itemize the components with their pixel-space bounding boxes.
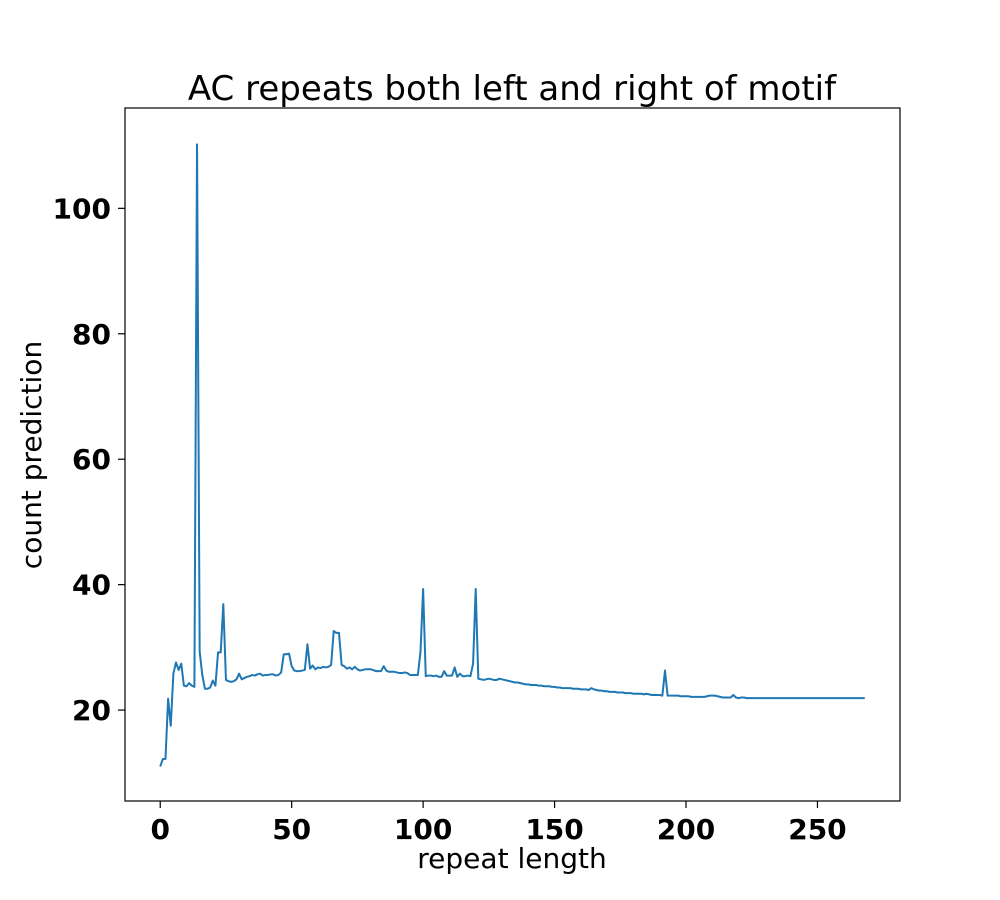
y-tick-label: 80: [72, 318, 111, 351]
x-tick-label: 250: [788, 813, 846, 846]
y-axis-label: count prediction: [15, 341, 48, 569]
y-axis-ticks: 20 40 60 80 100: [53, 192, 125, 727]
series-line: [159, 143, 865, 767]
axes-frame: [124, 107, 901, 802]
y-tick-label: 40: [72, 569, 111, 602]
x-tick-label: 50: [272, 813, 311, 846]
y-tick-label: 20: [72, 694, 111, 727]
y-tick-label: 60: [72, 443, 111, 476]
x-tick-label: 150: [525, 813, 583, 846]
x-tick-label: 100: [394, 813, 452, 846]
x-tick-label: 0: [150, 813, 169, 846]
y-tick-label: 100: [53, 192, 111, 225]
x-tick-label: 200: [657, 813, 715, 846]
x-axis-ticks: 0 50 100 150 200 250: [150, 801, 847, 846]
x-axis-label: repeat length: [417, 842, 606, 875]
chart-title: AC repeats both left and right of motif: [188, 69, 837, 109]
plot-area: [159, 143, 865, 767]
